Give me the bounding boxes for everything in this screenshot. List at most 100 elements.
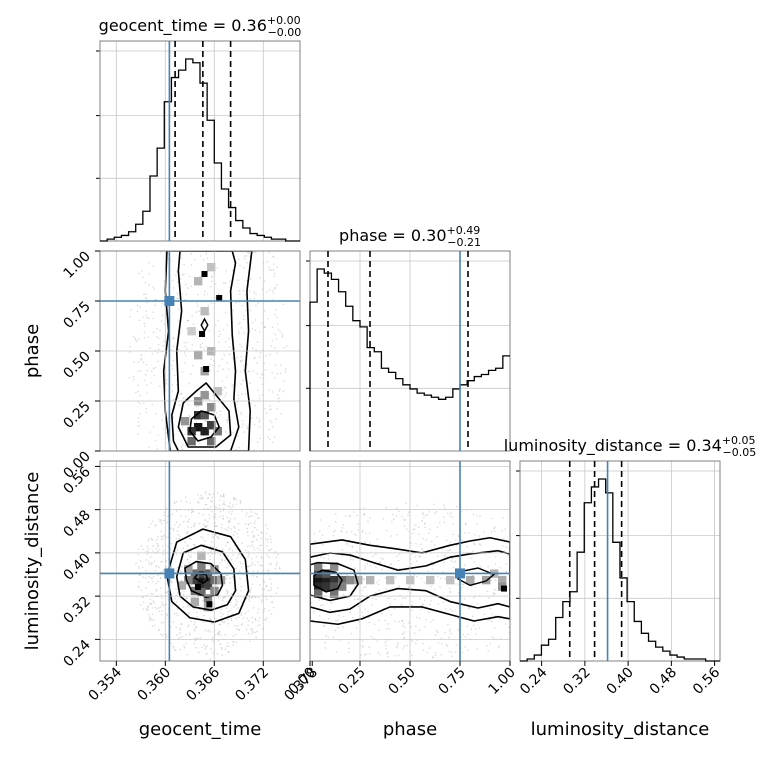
scatter-point <box>208 514 211 516</box>
scatter-point <box>557 615 559 617</box>
scatter-point <box>332 534 335 537</box>
scatter-point <box>421 519 424 522</box>
scatter-point <box>267 589 270 592</box>
scatter-point <box>249 545 252 547</box>
scatter-point <box>195 420 198 423</box>
scatter-point <box>353 585 356 588</box>
scatter-point <box>378 629 381 632</box>
scatter-point <box>189 456 191 458</box>
scatter-point <box>274 567 277 570</box>
scatter-point <box>269 353 271 356</box>
scatter-point <box>403 645 406 647</box>
scatter-point <box>363 578 365 580</box>
scatter-point <box>137 390 139 393</box>
scatter-point <box>137 565 140 568</box>
scatter-point <box>221 358 223 360</box>
scatter-point <box>365 532 367 535</box>
scatter-point <box>207 304 210 307</box>
scatter-point <box>464 522 467 525</box>
scatter-point <box>275 592 278 595</box>
scatter-point <box>246 427 248 429</box>
scatter-point <box>172 360 175 362</box>
scatter-point <box>239 583 241 585</box>
scatter-point <box>235 448 238 451</box>
scatter-point <box>433 543 436 546</box>
scatter-point <box>184 354 187 357</box>
scatter-point <box>390 535 392 537</box>
x-axis-label-luminosity_distance: luminosity_distance <box>531 719 710 740</box>
scatter-point <box>154 298 157 301</box>
scatter-point <box>320 604 322 607</box>
scatter-point <box>258 394 261 397</box>
scatter-point <box>260 468 262 470</box>
scatter-point <box>172 399 175 401</box>
scatter-point <box>368 532 371 534</box>
scatter-point <box>461 510 464 513</box>
scatter-point <box>208 504 210 506</box>
scatter-point <box>253 423 256 426</box>
scatter-point <box>149 229 151 231</box>
scatter-point <box>238 487 240 489</box>
scatter-point <box>139 402 141 405</box>
scatter-point <box>134 337 137 340</box>
scatter-point <box>137 425 140 427</box>
scatter-point <box>273 436 276 439</box>
scatter-point <box>505 623 507 625</box>
scatter-point <box>250 557 253 560</box>
x-tick-label: 0.25 <box>335 665 368 698</box>
scatter-point <box>222 407 225 409</box>
scatter-point <box>347 544 350 547</box>
scatter-point <box>284 370 287 373</box>
scatter-point <box>215 412 218 414</box>
scatter-point <box>551 607 553 609</box>
scatter-point <box>187 625 189 628</box>
scatter-point <box>536 543 538 545</box>
scatter-point <box>277 328 280 331</box>
scatter-point <box>533 625 535 627</box>
scatter-point <box>152 545 154 547</box>
scatter-point <box>170 349 173 351</box>
scatter-point <box>175 588 177 590</box>
scatter-point <box>176 297 179 300</box>
scatter-point <box>558 556 560 558</box>
scatter-point <box>241 623 244 625</box>
scatter-point <box>275 284 278 286</box>
scatter-point <box>364 565 367 568</box>
scatter-point <box>355 534 357 536</box>
scatter-point <box>278 397 281 399</box>
scatter-point <box>393 598 396 601</box>
scatter-point <box>206 525 208 527</box>
scatter-point <box>209 492 211 494</box>
scatter-point <box>432 564 435 566</box>
scatter-point <box>206 645 209 647</box>
scatter-point <box>487 597 490 599</box>
scatter-point <box>187 613 190 615</box>
x-axis-label-geocent_time: geocent_time <box>139 719 262 740</box>
scatter-point <box>159 577 162 579</box>
scatter-point <box>151 311 154 313</box>
scatter-point <box>181 518 183 520</box>
scatter-point <box>210 197 212 199</box>
scatter-point <box>226 419 229 422</box>
scatter-point <box>303 641 305 643</box>
scatter-point <box>180 445 183 448</box>
scatter-point <box>221 621 224 623</box>
scatter-point <box>565 587 567 589</box>
scatter-point <box>248 453 250 455</box>
scatter-point <box>345 531 348 534</box>
scatter-point <box>489 618 491 621</box>
scatter-point <box>167 242 169 244</box>
scatter-point <box>204 540 206 542</box>
scatter-point <box>536 606 538 608</box>
scatter-point <box>217 633 220 636</box>
scatter-point <box>259 561 261 563</box>
scatter-point <box>217 597 220 599</box>
scatter-point <box>282 614 284 616</box>
scatter-point <box>437 555 439 558</box>
scatter-point <box>380 557 382 559</box>
scatter-point <box>179 477 181 479</box>
scatter-point <box>526 576 528 578</box>
scatter-point <box>410 609 413 612</box>
scatter-point <box>207 481 209 483</box>
scatter-point <box>146 605 149 608</box>
